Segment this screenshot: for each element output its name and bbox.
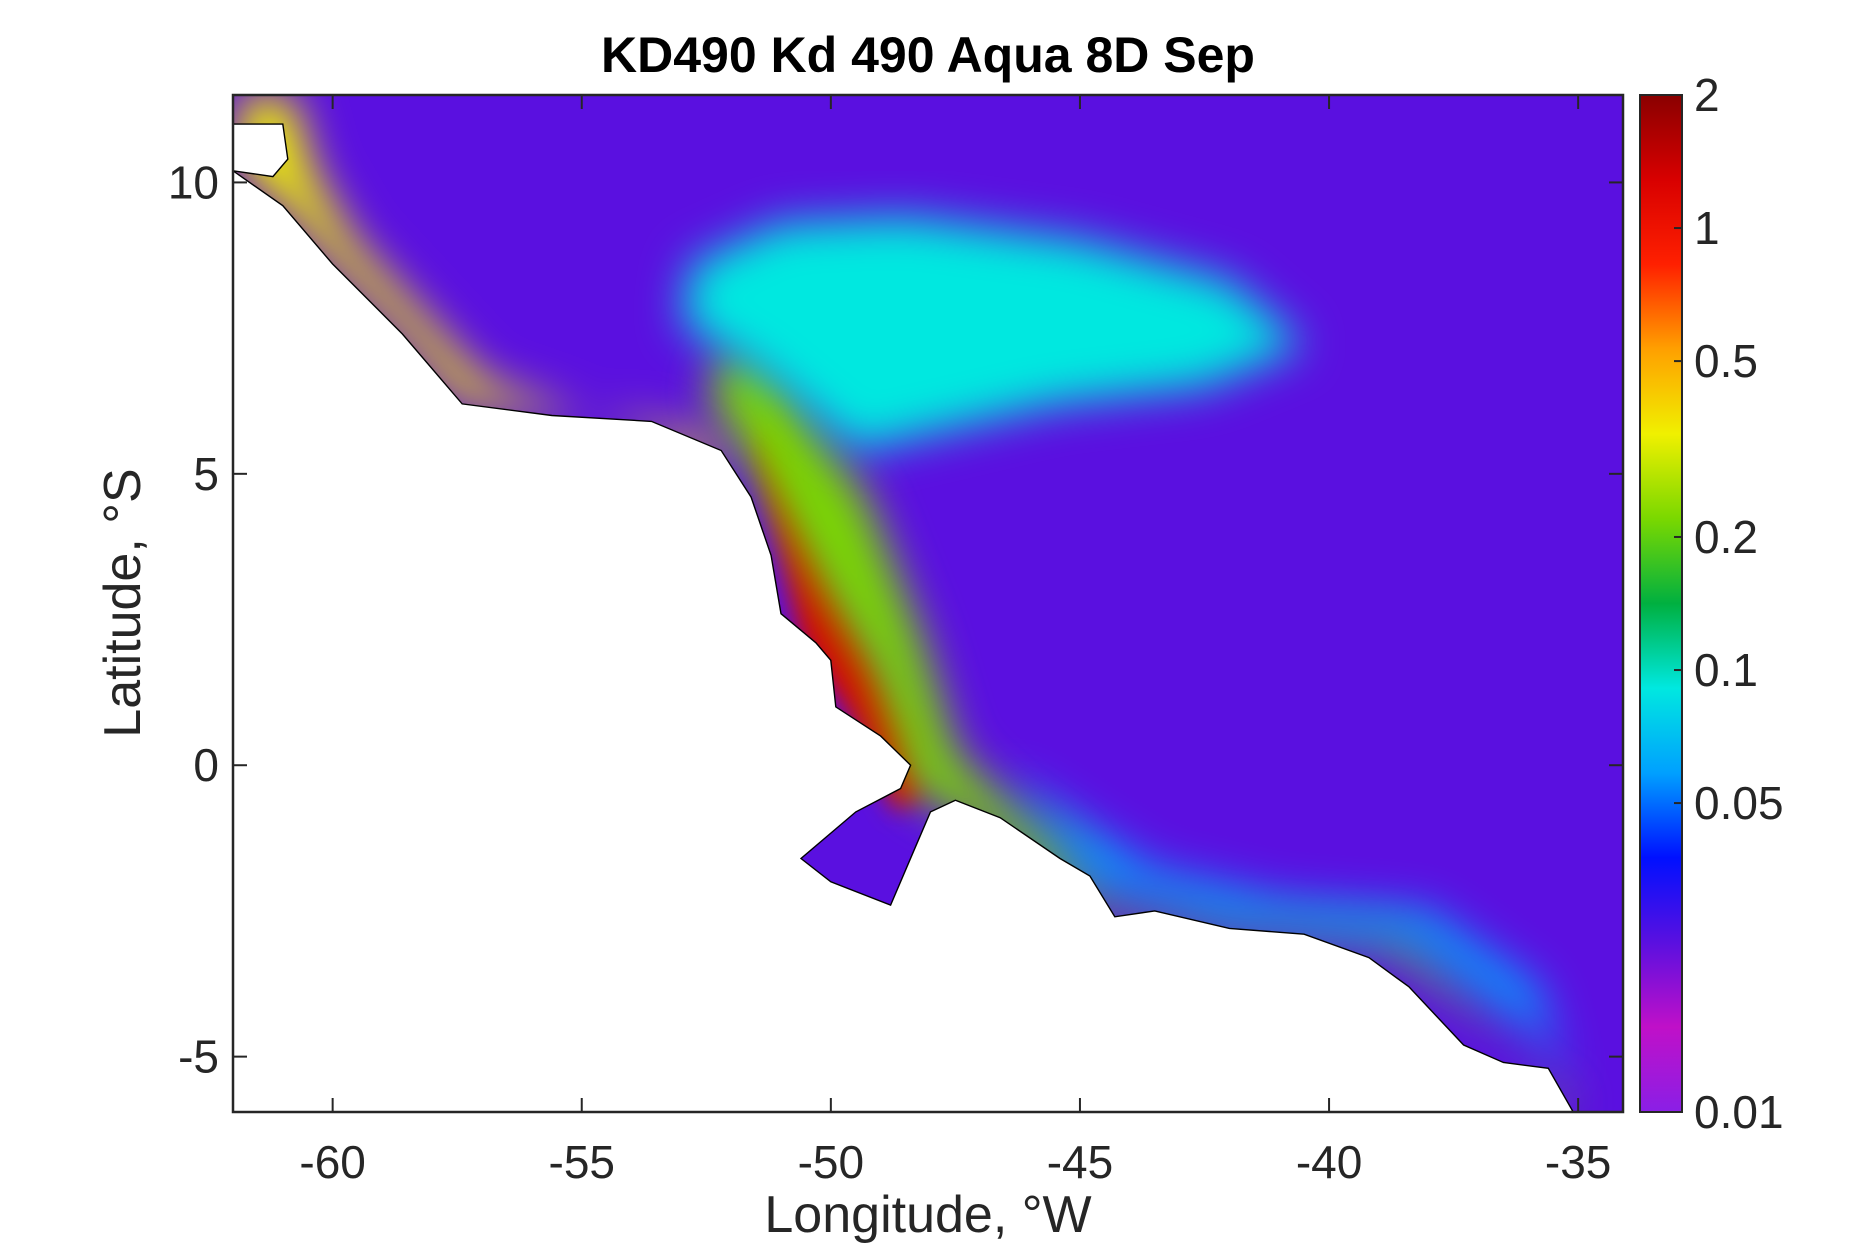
land-mass xyxy=(233,169,1575,1112)
data-features xyxy=(238,95,1574,1110)
y-tick-label: 10 xyxy=(168,156,219,208)
colorbar-tick-label: 1 xyxy=(1694,202,1720,254)
x-tick-label: -60 xyxy=(299,1136,365,1188)
colorbar-tick-label: 0.5 xyxy=(1694,335,1758,387)
x-axis: -60 -55 -50 -45 -40 -35 xyxy=(299,95,1611,1188)
x-axis-label: Longitude, °W xyxy=(764,1186,1091,1244)
feature-plume-margin xyxy=(706,345,1574,1110)
colorbar-tick-label: 0.1 xyxy=(1694,644,1758,696)
y-tick-label: 0 xyxy=(193,739,219,791)
colorbar-tick-label: 0.05 xyxy=(1694,777,1784,829)
colorbar-ticks: 0.01 0.05 0.1 0.2 0.5 1 2 xyxy=(1674,69,1784,1138)
chart-title: KD490 Kd 490 Aqua 8D Sep xyxy=(601,27,1255,83)
colorbar-tick-label: 2 xyxy=(1694,69,1720,121)
y-tick-label: 5 xyxy=(193,448,219,500)
y-tick-label: -5 xyxy=(178,1031,219,1083)
y-axis: -5 0 5 10 xyxy=(168,156,1623,1083)
feature-retroflection-eddy-field xyxy=(681,217,1305,451)
colorbar-bar xyxy=(1639,94,1683,1113)
island-outline xyxy=(233,123,289,178)
feature-shelf-break-offshore xyxy=(1000,771,1569,1092)
x-tick-label: -40 xyxy=(1296,1136,1362,1188)
map-plot-area xyxy=(231,93,1625,1114)
x-tick-label: -45 xyxy=(1047,1136,1113,1188)
y-axis-label: Latitude, °S xyxy=(94,468,152,737)
colorbar-tick-label: 0.01 xyxy=(1694,1086,1784,1138)
x-tick-label: -35 xyxy=(1545,1136,1611,1188)
x-tick-label: -55 xyxy=(549,1136,615,1188)
x-tick-label: -50 xyxy=(798,1136,864,1188)
colorbar-tick-label: 0.2 xyxy=(1694,511,1758,563)
colorbar: 0.01 0.05 0.1 0.2 0.5 1 2 xyxy=(1639,69,1784,1138)
plot-frame xyxy=(231,93,1625,1114)
land-layer xyxy=(233,123,1575,1112)
